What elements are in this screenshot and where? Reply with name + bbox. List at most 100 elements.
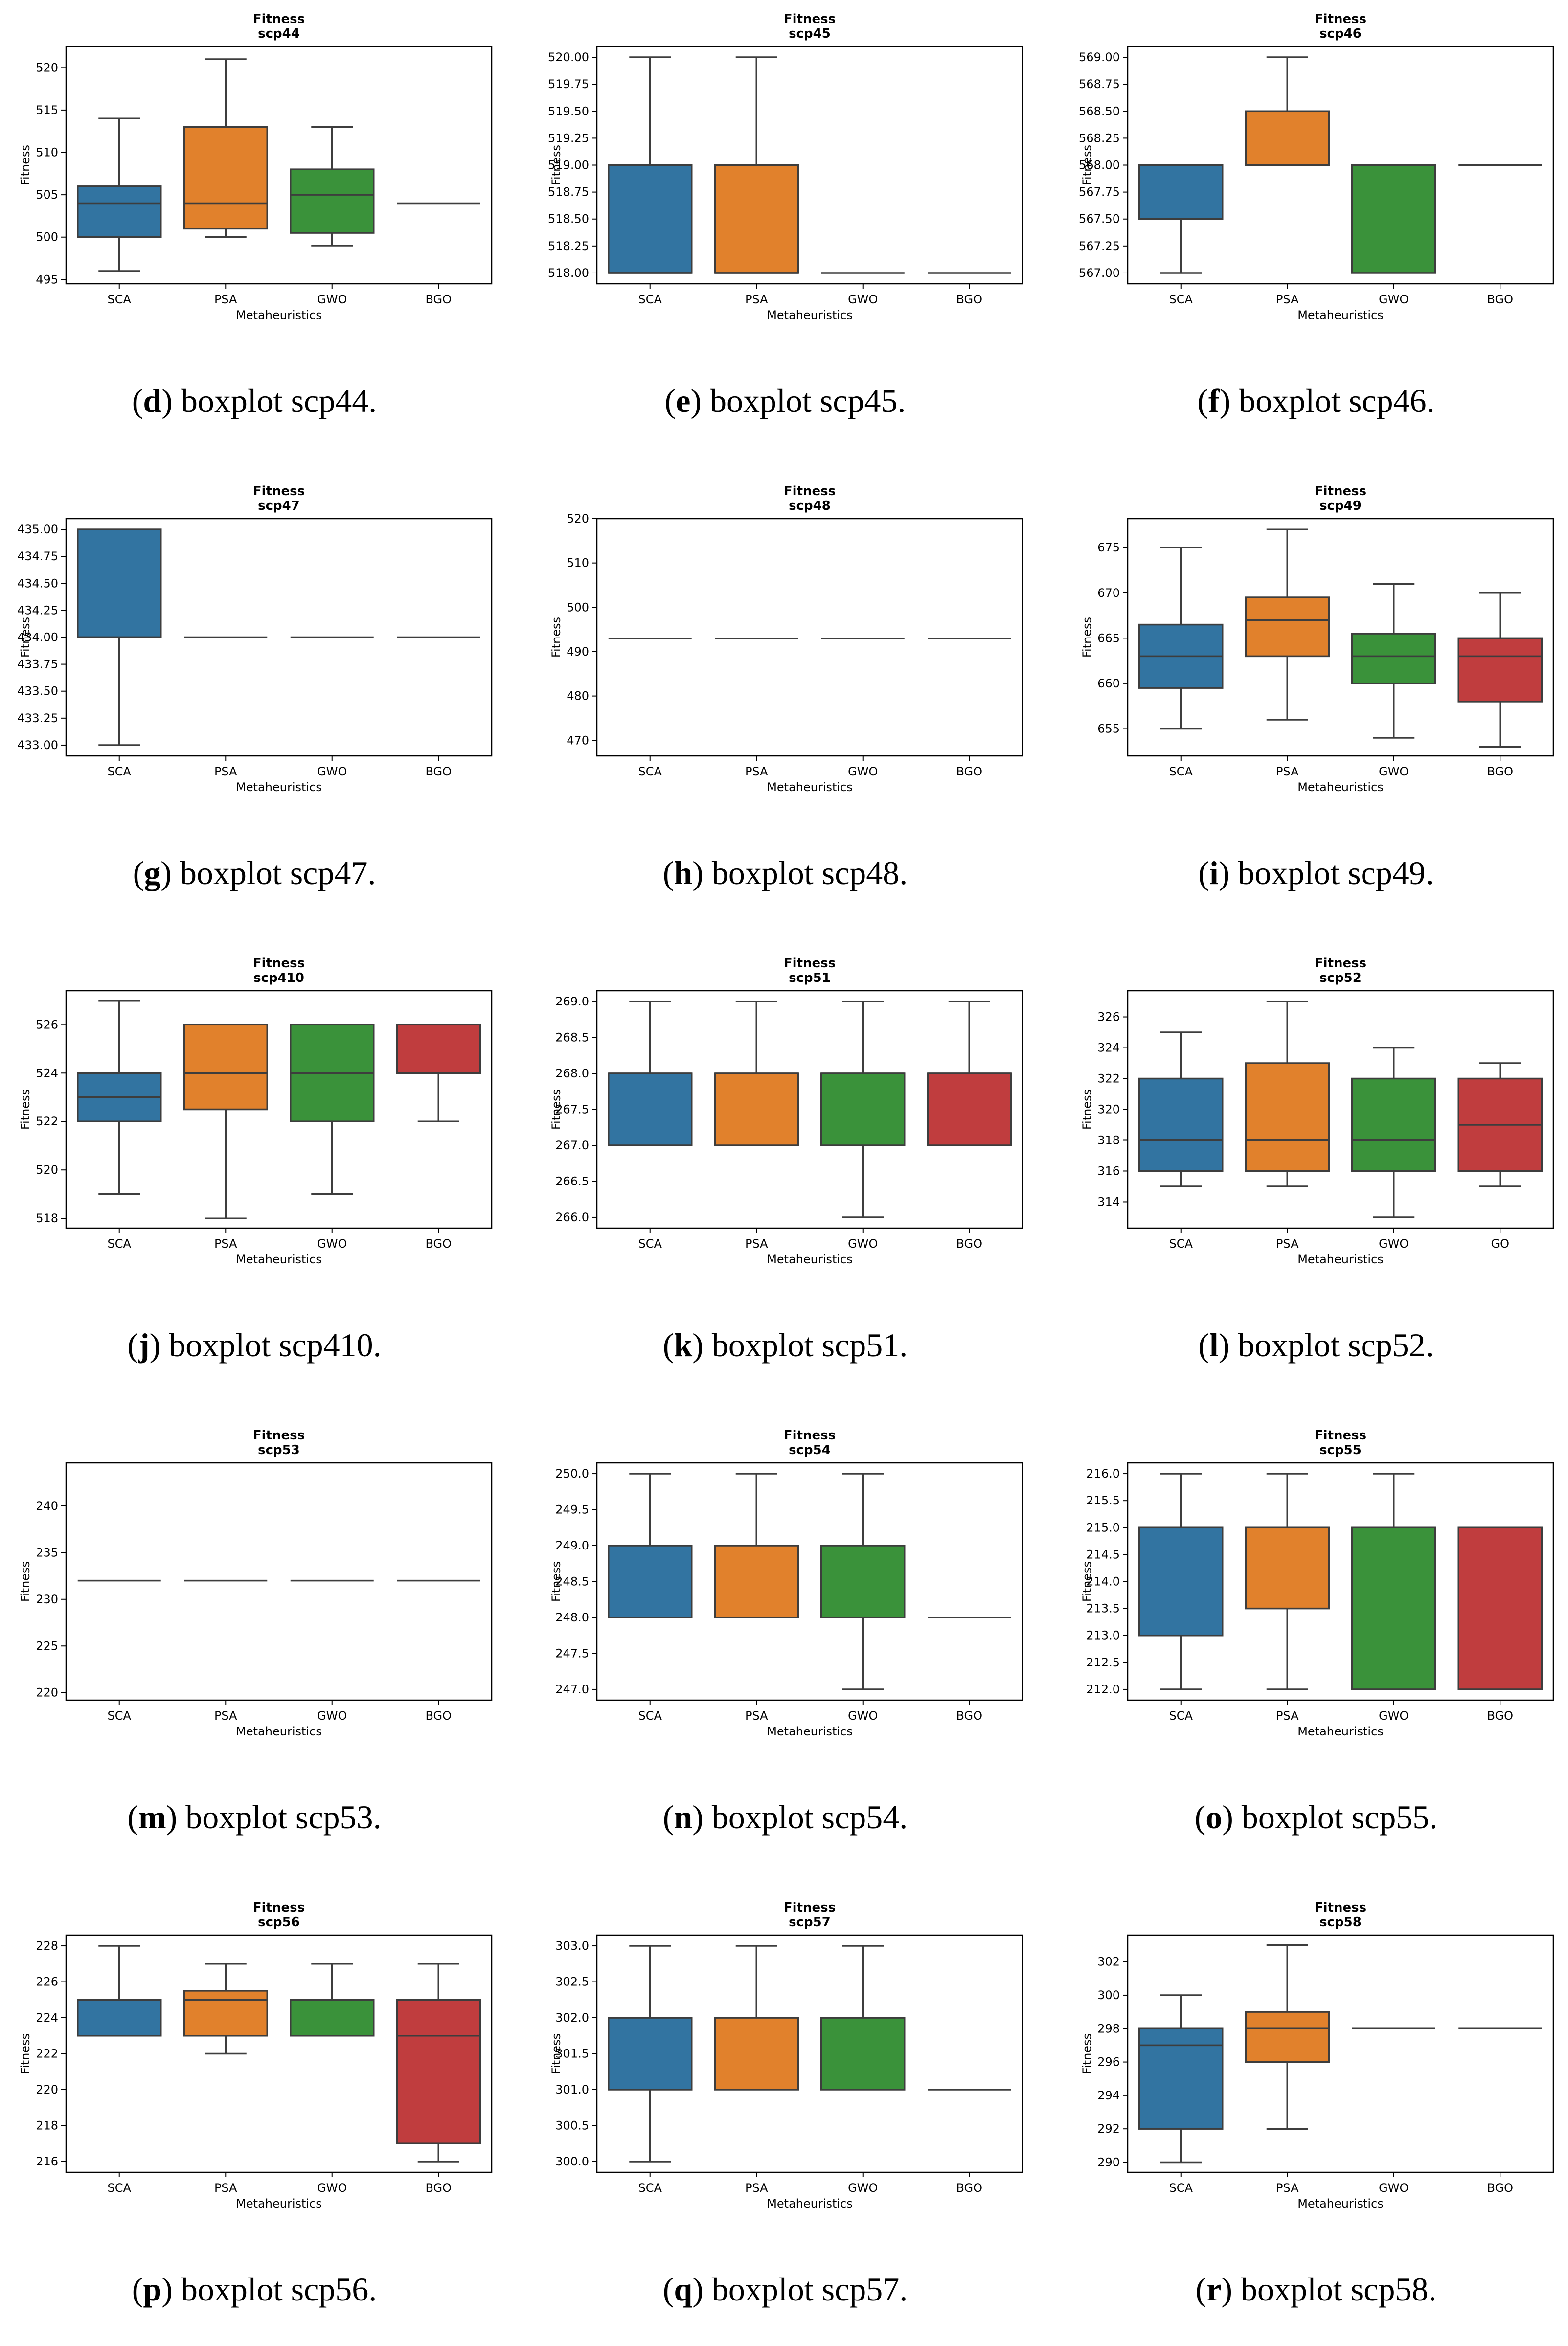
y-tick-label: 675 <box>1097 541 1120 554</box>
x-tick-label: SCA <box>108 1237 132 1251</box>
x-tick-label: BGO <box>425 1237 452 1251</box>
y-tick-label: 267.5 <box>555 1103 589 1116</box>
x-tick-label: SCA <box>638 293 662 306</box>
y-tick-label: 500 <box>36 230 58 244</box>
y-axis-label: Fitness <box>1080 2033 1094 2074</box>
x-tick-label: PSA <box>745 1709 768 1723</box>
chart-title: Fitness <box>1315 12 1366 26</box>
y-tick-label: 220 <box>36 1686 58 1700</box>
x-axis-label: Metaheuristics <box>767 1253 853 1266</box>
x-tick-label: BGO <box>425 1709 452 1723</box>
figure-caption: (n) boxplot scp54. <box>662 1799 908 1836</box>
x-tick-label: SCA <box>1169 1237 1193 1251</box>
y-tick-label: 322 <box>1097 1072 1120 1086</box>
y-tick-label: 515 <box>36 103 58 117</box>
box-SCA <box>608 2017 693 2091</box>
x-tick-label: SCA <box>638 765 662 778</box>
x-axis-label: Metaheuristics <box>1297 308 1384 322</box>
figure-caption: (r) boxplot scp58. <box>1195 2271 1437 2308</box>
box-SCA <box>608 1545 693 1618</box>
caption-letter: n <box>674 1799 693 1836</box>
y-tick-label: 215.0 <box>1086 1521 1120 1534</box>
caption-text: ) boxplot scp51. <box>692 1326 908 1364</box>
y-tick-label: 567.75 <box>1079 185 1120 199</box>
box-PSA <box>714 1072 799 1146</box>
y-tick-label: 290 <box>1097 2156 1120 2169</box>
chart-subtitle: scp55 <box>1319 1443 1362 1458</box>
chart-title: Fitness <box>1315 1428 1366 1443</box>
x-tick-label: PSA <box>214 1709 237 1723</box>
box-GWO <box>1351 1526 1436 1690</box>
x-tick-label: GO <box>1491 1237 1510 1251</box>
caption-letter: l <box>1209 1326 1219 1364</box>
y-tick-label: 518.50 <box>548 212 589 226</box>
y-axis-label: Fitness <box>549 617 563 658</box>
x-tick-label: PSA <box>214 293 237 306</box>
box-SCA <box>608 164 693 274</box>
x-tick-label: GWO <box>1379 293 1409 306</box>
box-GWO <box>820 2017 906 2091</box>
y-axis-label: Fitness <box>549 1089 563 1130</box>
y-tick-label: 301.5 <box>555 2047 589 2061</box>
chart-subtitle: scp51 <box>789 971 831 985</box>
y-tick-label: 567.50 <box>1079 212 1120 226</box>
box-BGO <box>927 1072 1012 1146</box>
caption-letter: e <box>676 382 691 419</box>
x-tick-label: BGO <box>1487 2181 1513 2195</box>
x-tick-label: SCA <box>638 2181 662 2195</box>
x-tick-label: GWO <box>317 2181 347 2195</box>
x-axis-label: Metaheuristics <box>1297 780 1384 794</box>
x-tick-label: BGO <box>956 765 982 778</box>
y-tick-label: 228 <box>36 1939 58 1953</box>
caption-letter: j <box>138 1326 150 1364</box>
y-tick-label: 568.50 <box>1079 104 1120 118</box>
y-tick-label: 212.5 <box>1086 1656 1120 1669</box>
x-axis-label: Metaheuristics <box>767 308 853 322</box>
chart-subtitle: scp48 <box>789 499 831 513</box>
plot-frame <box>596 46 1023 285</box>
y-axis-label: Fitness <box>19 145 32 185</box>
x-tick-label: PSA <box>1276 293 1299 306</box>
box-GWO <box>1351 633 1436 684</box>
y-tick-label: 500 <box>567 600 589 614</box>
y-tick-label: 248.0 <box>555 1611 589 1624</box>
y-tick-label: 247.5 <box>555 1646 589 1660</box>
x-tick-label: GWO <box>1379 1237 1409 1251</box>
chart-title: Fitness <box>784 1428 836 1443</box>
y-tick-label: 248.5 <box>555 1575 589 1589</box>
box-GWO <box>290 168 375 234</box>
plot-frame <box>1127 518 1554 757</box>
x-tick-label: PSA <box>745 293 768 306</box>
chart-panel-scp57: Fitness scp57 SCA PSA GWO BGO 300.0 300.5 301.0 3… <box>541 1891 1030 2346</box>
y-tick-label: 505 <box>36 188 58 202</box>
figure-caption: (i) boxplot scp49. <box>1198 854 1434 891</box>
x-tick-label: BGO <box>425 293 452 306</box>
y-tick-label: 510 <box>36 146 58 159</box>
caption-letter: r <box>1206 2271 1222 2308</box>
y-tick-label: 518.25 <box>548 239 589 253</box>
chart-subtitle: scp410 <box>253 971 304 985</box>
caption-letter: m <box>138 1799 166 1836</box>
chart-subtitle: scp44 <box>258 26 300 41</box>
x-axis-label: Metaheuristics <box>236 1253 322 1266</box>
y-tick-label: 518.75 <box>548 185 589 199</box>
y-axis-label: Fitness <box>1080 1089 1094 1130</box>
caption-letter: o <box>1205 1799 1223 1836</box>
x-tick-label: PSA <box>745 765 768 778</box>
y-tick-label: 520 <box>567 512 589 525</box>
y-tick-label: 568.25 <box>1079 131 1120 145</box>
chart-subtitle: scp54 <box>789 1443 831 1458</box>
y-axis-label: Fitness <box>19 1561 32 1602</box>
y-tick-label: 434.75 <box>17 549 58 563</box>
chart-panel-scp55: Fitness scp55 SCA PSA GWO BGO 212.0 212.5 213.0 2… <box>1071 1419 1561 1874</box>
x-tick-label: SCA <box>638 1709 662 1723</box>
y-tick-label: 434.50 <box>17 576 58 590</box>
x-axis-label: Metaheuristics <box>236 780 322 794</box>
y-tick-label: 435.00 <box>17 523 58 536</box>
box-GWO <box>290 1999 375 2037</box>
